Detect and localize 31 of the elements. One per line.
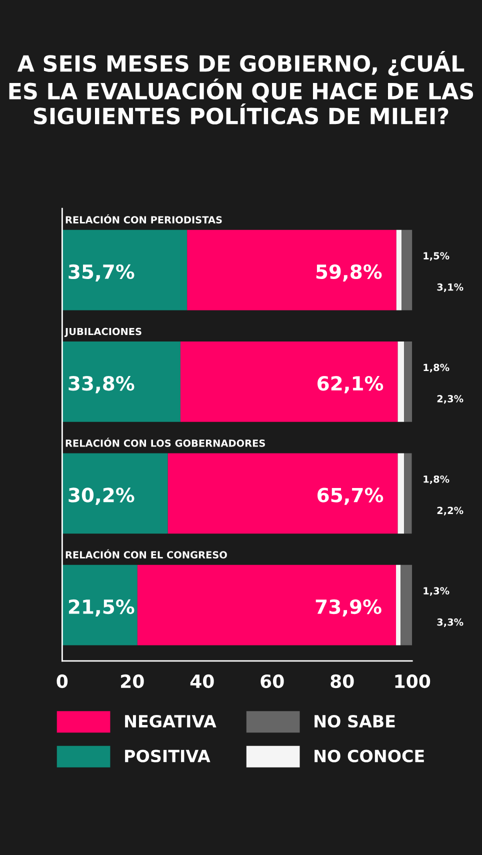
data-label: 35,7%	[68, 264, 134, 282]
y-tick-label: RELACIÓN CON PERIODISTAS	[66, 214, 222, 224]
data-label: 1,5%	[424, 252, 450, 261]
x-tick-label: 0	[56, 674, 68, 688]
data-label: 59,8%	[316, 264, 382, 282]
data-label: 65,7%	[318, 488, 384, 505]
data-label: 33,8%	[68, 376, 134, 394]
y-tick-label: RELACIÓN CON LOS GOBERNADORES	[66, 438, 265, 447]
chart-title: A SEIS MESES DE GOBIERNO, ¿CUÁL ES LA EVALUACIÓN QUE HACE DE LAS SIGUIENTES POLÍTICAS DE MILEI?	[9, 51, 474, 124]
x-tick-label: 60	[260, 674, 284, 688]
legend-label: POSITIVA	[125, 750, 210, 762]
data-label: 1,8%	[424, 475, 450, 484]
data-label: 30,2%	[68, 488, 134, 505]
data-label: 3,1%	[437, 283, 464, 292]
y-tick-label: RELACIÓN CON EL CONGRESO	[66, 549, 227, 559]
legend-label: NEGATIVA	[125, 714, 216, 728]
x-tick-label: 20	[121, 674, 144, 688]
data-label: 1,8%	[424, 364, 450, 372]
x-tick-label: 80	[330, 674, 354, 688]
y-tick-label: JUBILACIONES	[64, 328, 142, 337]
data-label: 62,1%	[318, 376, 384, 394]
legend-label: NO SABE	[314, 714, 395, 728]
legend-label: NO CONOCE	[314, 750, 424, 762]
x-tick-label: 40	[190, 674, 214, 688]
data-label: 73,9%	[316, 599, 382, 617]
x-tick-label: 100	[395, 674, 430, 688]
data-label: 2,3%	[437, 395, 464, 404]
data-label: 3,3%	[437, 618, 464, 628]
data-label: 2,2%	[437, 506, 464, 516]
data-label: 21,5%	[68, 599, 134, 617]
data-label: 1,3%	[424, 587, 450, 596]
